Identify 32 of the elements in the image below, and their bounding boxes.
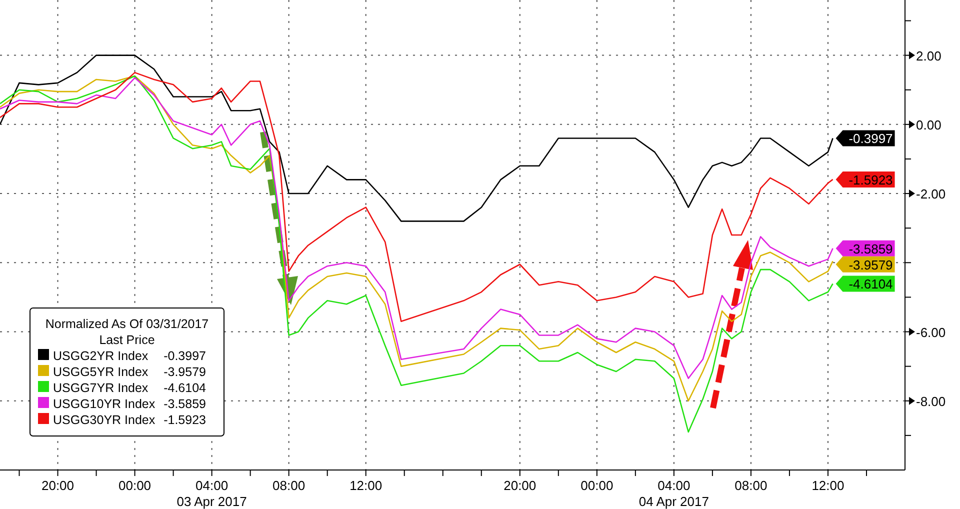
text: -3.9579 <box>164 365 206 379</box>
data-label: -4.6104 <box>848 276 893 292</box>
legend-label: USGG2YR Index <box>53 349 149 363</box>
text: -3.5859 <box>164 397 206 411</box>
text: -0.3997 <box>164 349 206 363</box>
legend-title: Normalized As Of 03/31/2017 Last Price <box>45 317 209 347</box>
y-tick-label: -8.00 <box>916 394 946 409</box>
y-tick-label: 2.00 <box>916 48 942 64</box>
y-tick-label: -6.00 <box>916 324 946 340</box>
legend-label: USGG5YR Index <box>53 365 149 379</box>
x-tick-label: 12:00 <box>350 478 382 493</box>
x-tick-label: 08:00 <box>734 478 768 493</box>
x-tick-label: 12:00 <box>812 478 844 493</box>
legend-label: USGG30YR Index <box>53 413 156 427</box>
data-label: -1.5923 <box>848 172 893 188</box>
x-tick-label: 04:00 03 Apr 2017 <box>176 478 247 509</box>
x-tick-label: 20:00 <box>504 478 536 493</box>
x-tick-label: 00:00 <box>118 478 152 493</box>
legend-label: USGG7YR Index <box>53 381 149 395</box>
y-tick-label: -2.00 <box>916 186 946 202</box>
x-tick-label: 08:00 <box>272 478 306 493</box>
y-tick-label: 0.00 <box>916 117 942 132</box>
text: -4.6104 <box>164 381 206 395</box>
data-label: -3.9579 <box>848 257 893 272</box>
x-tick-label: 04:00 04 Apr 2017 <box>638 478 709 509</box>
x-tick-label: 20:00 <box>41 478 74 493</box>
text: -1.5923 <box>164 413 206 427</box>
x-tick-label: 00:00 <box>580 478 614 493</box>
line-series <box>0 54 834 222</box>
legend-label: USGG10YR Index <box>53 397 156 411</box>
data-label: -3.5859 <box>848 241 893 256</box>
data-label: -0.3997 <box>848 131 893 146</box>
